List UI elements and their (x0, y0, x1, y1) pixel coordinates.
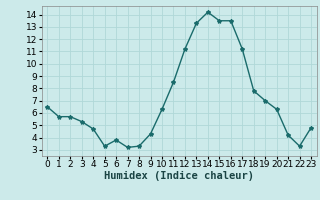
X-axis label: Humidex (Indice chaleur): Humidex (Indice chaleur) (104, 171, 254, 181)
